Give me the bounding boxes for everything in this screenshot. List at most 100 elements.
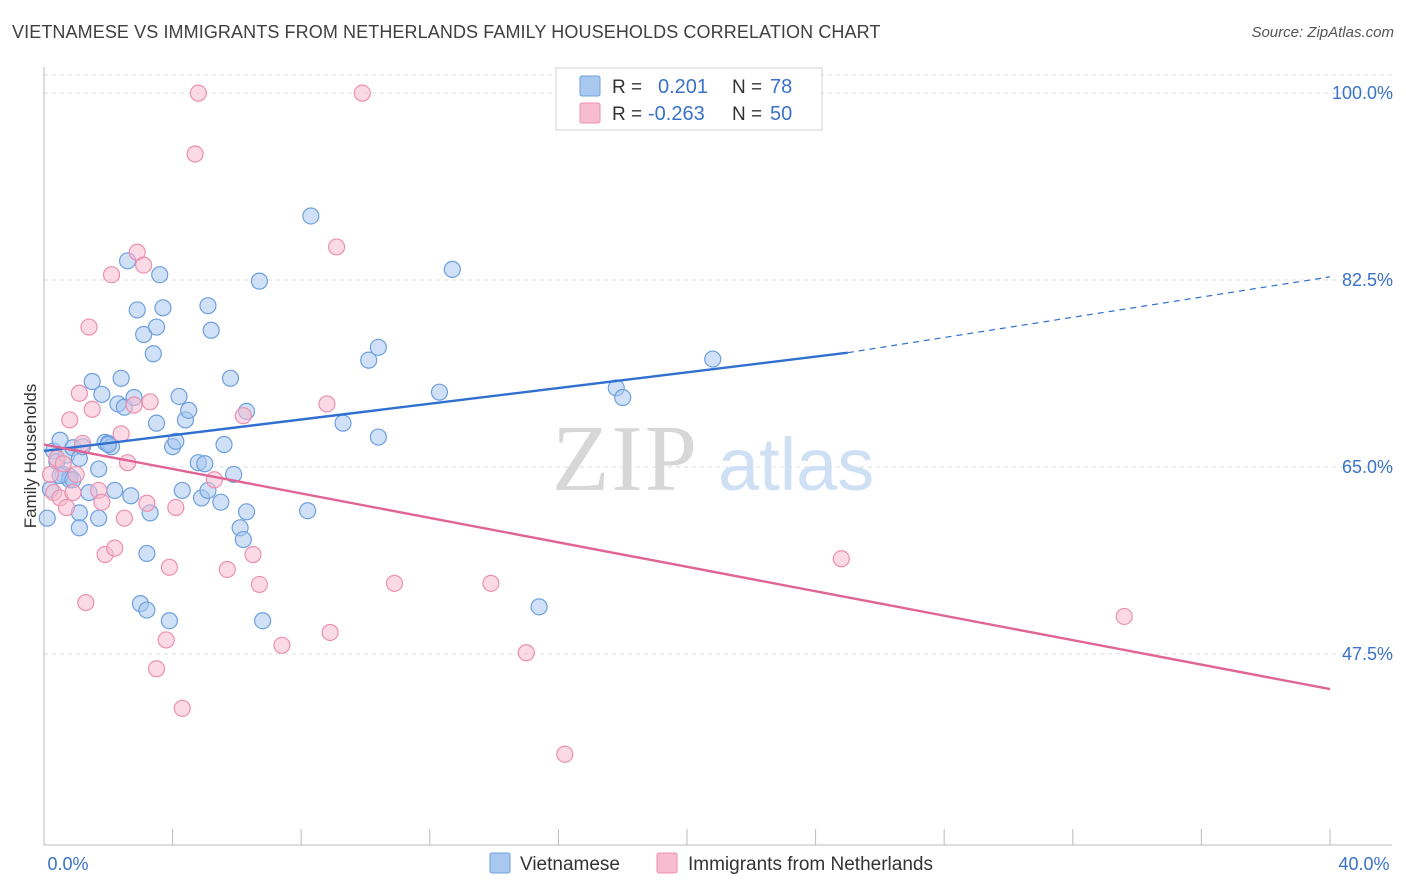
netherlands-point (244, 545, 262, 564)
vietnamese-point (334, 414, 352, 432)
vietnamese-point (225, 465, 243, 484)
netherlands-point (189, 84, 207, 102)
vietnamese-point (254, 612, 272, 630)
vietnamese-point (83, 372, 101, 391)
netherlands-point (517, 644, 535, 662)
trend-lines (43, 276, 1331, 691)
vietnamese-point (180, 401, 198, 419)
vietnamese-point (221, 369, 240, 387)
legend-r-value-1: -0.263 (648, 103, 705, 125)
netherlands-point (234, 407, 252, 425)
netherlands-point (83, 400, 101, 418)
vietnamese-point (369, 338, 387, 356)
vietnamese-trend-extension (847, 276, 1331, 354)
legend-swatch-netherlands (579, 102, 601, 124)
legend-r-value-0: 0.201 (658, 76, 708, 98)
vietnamese-point (443, 260, 461, 278)
vietnamese-point (147, 318, 166, 336)
legend-r-label-0: R = (612, 77, 642, 98)
vietnamese-point (173, 481, 191, 500)
vietnamese-point (170, 387, 188, 406)
vietnamese-point (614, 388, 632, 407)
vietnamese-point (147, 414, 166, 432)
legend-n-value-1: 50 (770, 103, 792, 125)
netherlands-point (167, 498, 185, 517)
netherlands-point (135, 256, 153, 274)
vietnamese-point (302, 207, 320, 225)
netherlands-point (353, 84, 371, 102)
netherlands-point (173, 699, 191, 717)
netherlands-point (141, 393, 159, 411)
bottom-legend-label-vietnamese: Vietnamese (520, 854, 620, 875)
vietnamese-point (112, 369, 130, 387)
watermark: ZIP atlas (552, 407, 874, 511)
vietnamese-point (135, 325, 153, 344)
series-legend: Vietnamese Immigrants from Netherlands (489, 852, 933, 875)
netherlands-point (93, 493, 111, 511)
vietnamese-point (38, 509, 56, 527)
vietnamese-point (237, 503, 256, 521)
netherlands-point (41, 465, 60, 484)
vietnamese-point (167, 432, 185, 450)
vietnamese-point (138, 601, 156, 619)
netherlands-point (327, 238, 346, 256)
netherlands-trend-line (43, 443, 1331, 691)
axes: 47.5% 65.0% 82.5% 100.0% (43, 67, 1393, 846)
netherlands-point (321, 623, 339, 642)
vietnamese-point (234, 530, 252, 549)
bottom-legend-swatch-vietnamese (489, 852, 511, 874)
vietnamese-point (299, 502, 317, 520)
netherlands-point (54, 455, 72, 473)
y-axis-title: Family Households (21, 384, 40, 529)
vietnamese-point (128, 301, 146, 319)
y-tick-label: 82.5% (1342, 270, 1393, 290)
netherlands-point (218, 560, 236, 579)
netherlands-point (61, 411, 79, 429)
netherlands-point (106, 539, 124, 557)
vietnamese-point (196, 455, 214, 473)
watermark-atlas: atlas (718, 423, 874, 506)
watermark-zip: ZIP (552, 407, 699, 511)
netherlands-point (318, 395, 336, 413)
netherlands-point (157, 631, 175, 649)
netherlands-point (77, 593, 95, 612)
vietnamese-point (93, 385, 111, 403)
netherlands-point (832, 550, 850, 568)
vietnamese-point (122, 487, 140, 505)
vietnamese-point (144, 345, 162, 363)
vietnamese-point (151, 266, 169, 284)
data-points (38, 84, 1133, 763)
netherlands-point (70, 384, 88, 402)
correlation-legend: R = 0.201 N = 78 R = -0.263 N = 50 (555, 67, 823, 131)
netherlands-point (138, 494, 156, 512)
netherlands-point (125, 396, 143, 414)
vietnamese-point (154, 299, 172, 317)
vietnamese-point (369, 428, 387, 446)
vietnamese-point (90, 509, 108, 527)
netherlands-point (73, 434, 92, 453)
vietnamese-point (430, 383, 449, 401)
netherlands-point (1115, 607, 1133, 626)
netherlands-point (64, 483, 82, 502)
netherlands-point (57, 498, 76, 517)
vietnamese-point (212, 493, 230, 511)
netherlands-point (205, 471, 223, 489)
legend-n-label-1: N = (732, 104, 762, 125)
legend-r-label-1: R = (612, 104, 642, 125)
netherlands-point (556, 745, 574, 763)
netherlands-point (250, 575, 269, 594)
vietnamese-point (90, 460, 108, 478)
netherlands-point (67, 465, 85, 484)
x-tick-label-min: 0.0% (47, 854, 88, 874)
netherlands-point (80, 318, 98, 336)
y-tick-label: 100.0% (1332, 83, 1393, 103)
vietnamese-point (160, 612, 178, 630)
vietnamese-point (530, 598, 548, 616)
netherlands-point (482, 574, 500, 592)
vietnamese-point (70, 519, 88, 537)
vietnamese-trend-line (43, 351, 848, 453)
vietnamese-point (138, 544, 156, 563)
vietnamese-point (360, 351, 378, 369)
vietnamese-point (106, 481, 124, 500)
